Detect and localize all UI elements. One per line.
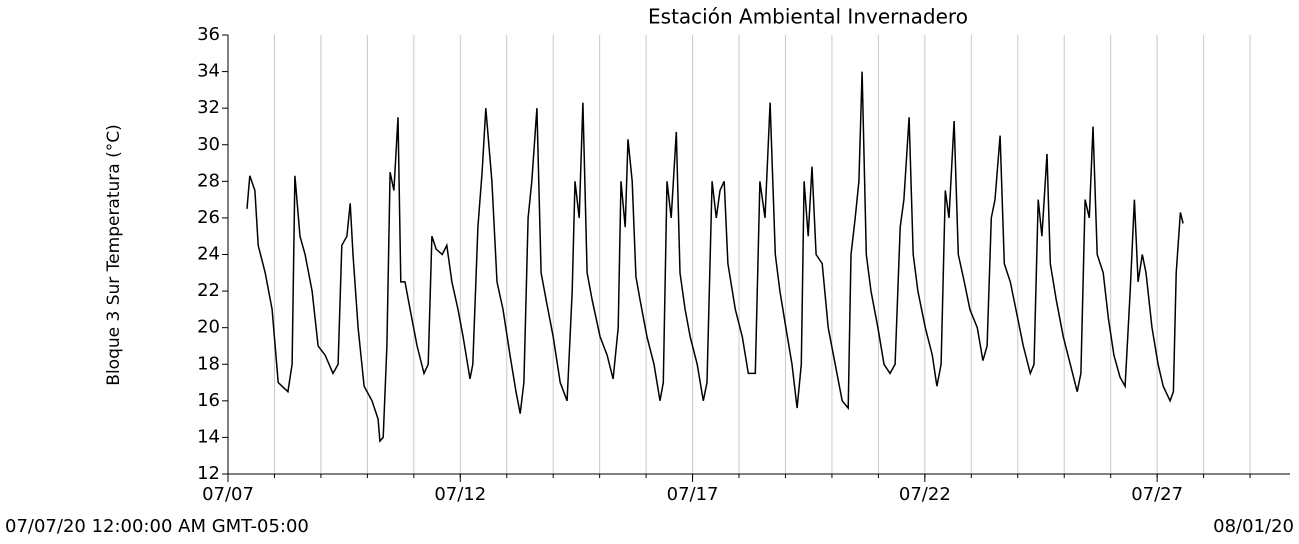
x-tick-label: 07/27 [1131, 484, 1183, 505]
y-tick-label: 28 [197, 170, 220, 191]
y-tick-label: 26 [197, 207, 220, 228]
y-tick-label: 18 [197, 353, 220, 374]
y-tick-label: 34 [197, 61, 220, 82]
y-tick-label: 32 [197, 97, 220, 118]
y-tick-label: 20 [197, 317, 220, 338]
y-tick-label: 16 [197, 390, 220, 411]
y-tick-label: 14 [197, 426, 220, 447]
temperature-line [246, 71, 1184, 443]
x-tick-label: 07/12 [434, 484, 486, 505]
y-tick-label: 24 [197, 244, 220, 265]
y-tick-label: 12 [197, 463, 220, 484]
y-axis-label: Bloque 3 Sur Temperatura (°C) [104, 124, 124, 385]
y-tick-label: 36 [197, 24, 220, 45]
x-tick-label: 07/22 [899, 484, 951, 505]
range-start: 07/07/20 12:00:00 AM GMT-05:00 [5, 516, 309, 537]
range-end: 08/01/20 [1213, 516, 1294, 537]
x-tick-label: 07/07 [202, 484, 254, 505]
y-tick-label: 30 [197, 134, 220, 155]
x-tick-label: 07/17 [667, 484, 719, 505]
chart-title: Estación Ambiental Invernadero [648, 5, 968, 29]
y-tick-label: 22 [197, 280, 220, 301]
